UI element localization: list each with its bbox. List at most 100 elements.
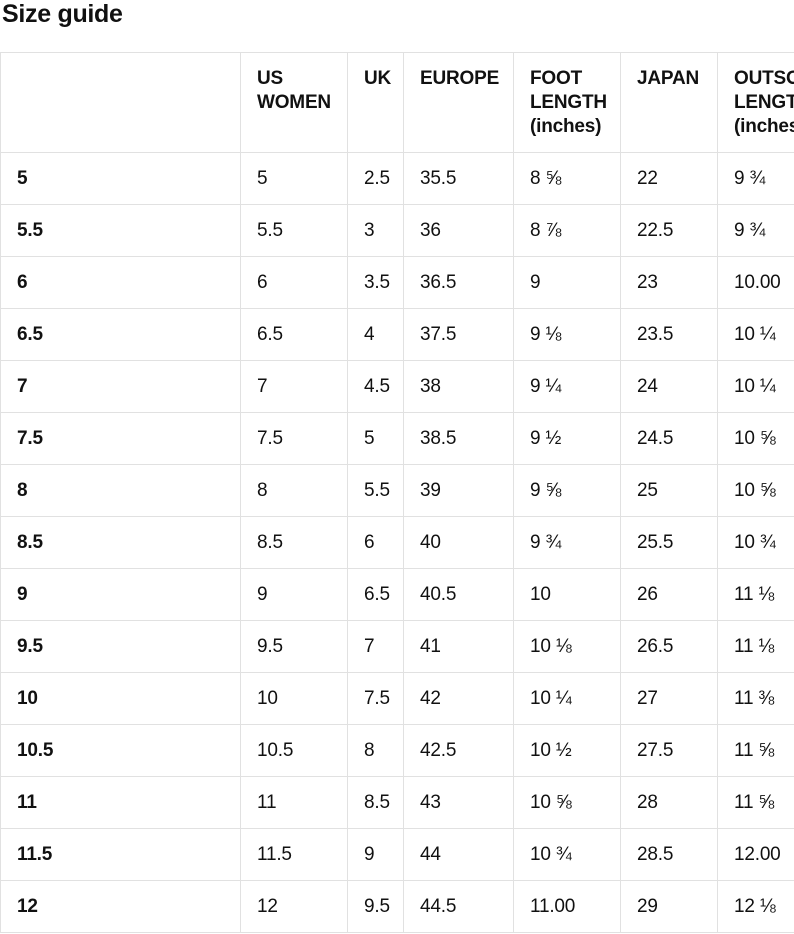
table-cell: 5 [347,412,404,465]
table-cell: 7 [347,620,404,673]
table-cell: 26.5 [620,620,718,673]
table-cell: 8 [347,724,404,777]
row-label: 12 [0,880,241,933]
table-cell: 10 ¾ [513,828,621,881]
table-cell: 3.5 [347,256,404,309]
table-cell: 9.5 [240,620,348,673]
table-cell: 5 [240,152,348,205]
table-cell: 8 [240,464,348,517]
row-label: 5.5 [0,204,241,257]
table-row: 6 6 3.5 36.5 9 23 10.00 [0,256,794,309]
table-cell: 12 ⅛ [717,880,794,933]
table-cell: 11 ⅜ [717,672,794,725]
table-cell: 7.5 [347,672,404,725]
table-row: 6.5 6.5 4 37.5 9 ⅛ 23.5 10 ¼ [0,308,794,361]
table-row: 10 10 7.5 42 10 ¼ 27 11 ⅜ [0,672,794,725]
table-cell: 2.5 [347,152,404,205]
table-row: 8 8 5.5 39 9 ⅝ 25 10 ⅝ [0,464,794,517]
table-row: 5.5 5.5 3 36 8 ⅞ 22.5 9 ¾ [0,204,794,257]
row-label: 8.5 [0,516,241,569]
row-label: 10 [0,672,241,725]
row-label: 10.5 [0,724,241,777]
table-body: 5 5 2.5 35.5 8 ⅝ 22 9 ¾ 5.5 5.5 3 36 8 ⅞ 22.5 9 ¾ 6 6 3.… [0,152,794,933]
table-cell: 9 ⅛ [513,308,621,361]
row-label: 11.5 [0,828,241,881]
table-cell: 4.5 [347,360,404,413]
header-cell: FOOT LENGTH (inches) [513,52,621,153]
table-cell: 10 [513,568,621,621]
table-row: 12 12 9.5 44.5 11.00 29 12 ⅛ [0,880,794,933]
table-cell: 11 ⅛ [717,620,794,673]
table-cell: 40.5 [403,568,514,621]
table-cell: 7.5 [240,412,348,465]
table-cell: 22.5 [620,204,718,257]
table-cell: 10 ⅛ [513,620,621,673]
table-cell: 24 [620,360,718,413]
table-cell: 40 [403,516,514,569]
table-cell: 42.5 [403,724,514,777]
row-label: 5 [0,152,241,205]
table-cell: 41 [403,620,514,673]
table-cell: 37.5 [403,308,514,361]
table-cell: 8 ⅝ [513,152,621,205]
table-cell: 5.5 [240,204,348,257]
table-row: 9.5 9.5 7 41 10 ⅛ 26.5 11 ⅛ [0,620,794,673]
table-cell: 8 ⅞ [513,204,621,257]
table-cell: 11 ⅝ [717,776,794,829]
table-cell: 5.5 [347,464,404,517]
table-cell: 9 [513,256,621,309]
header-cell: OUTSOLE LENGTH (inches) [717,52,794,153]
table-cell: 43 [403,776,514,829]
table-row: 5 5 2.5 35.5 8 ⅝ 22 9 ¾ [0,152,794,205]
table-cell: 44.5 [403,880,514,933]
table-row: 7.5 7.5 5 38.5 9 ½ 24.5 10 ⅝ [0,412,794,465]
table-cell: 8.5 [240,516,348,569]
table-cell: 10 ½ [513,724,621,777]
table-cell: 10 ⅝ [717,412,794,465]
table-cell: 23 [620,256,718,309]
table-cell: 12.00 [717,828,794,881]
table-cell: 36 [403,204,514,257]
row-label: 6 [0,256,241,309]
table-cell: 3 [347,204,404,257]
table-cell: 10 ⅝ [513,776,621,829]
header-cell-empty [0,52,241,153]
header-cell: EUROPE [403,52,514,153]
table-row: 11 11 8.5 43 10 ⅝ 28 11 ⅝ [0,776,794,829]
table-cell: 11.00 [513,880,621,933]
table-cell: 10 [240,672,348,725]
table-cell: 25.5 [620,516,718,569]
row-label: 7 [0,360,241,413]
table-cell: 38 [403,360,514,413]
table-cell: 44 [403,828,514,881]
table-cell: 10 ¼ [717,360,794,413]
table-cell: 12 [240,880,348,933]
table-cell: 9.5 [347,880,404,933]
table-cell: 9 ⅝ [513,464,621,517]
header-row: US WOMEN UK EUROPE FOOT LENGTH (inches) JAPA… [0,52,794,153]
table-row: 10.5 10.5 8 42.5 10 ½ 27.5 11 ⅝ [0,724,794,777]
table-cell: 29 [620,880,718,933]
table-cell: 10.5 [240,724,348,777]
table-cell: 6.5 [347,568,404,621]
table-cell: 28.5 [620,828,718,881]
table-row: 7 7 4.5 38 9 ¼ 24 10 ¼ [0,360,794,413]
table-cell: 10 ¾ [717,516,794,569]
row-label: 9 [0,568,241,621]
table-cell: 9 [347,828,404,881]
table-cell: 9 ¾ [717,204,794,257]
row-label: 8 [0,464,241,517]
row-label: 11 [0,776,241,829]
table-cell: 6.5 [240,308,348,361]
row-label: 6.5 [0,308,241,361]
page-title: Size guide [2,0,123,28]
table-cell: 9 [240,568,348,621]
table-cell: 9 ¼ [513,360,621,413]
table-cell: 6 [347,516,404,569]
table-cell: 26 [620,568,718,621]
table-row: 9 9 6.5 40.5 10 26 11 ⅛ [0,568,794,621]
table-cell: 6 [240,256,348,309]
table-cell: 10.00 [717,256,794,309]
table-cell: 11 ⅝ [717,724,794,777]
